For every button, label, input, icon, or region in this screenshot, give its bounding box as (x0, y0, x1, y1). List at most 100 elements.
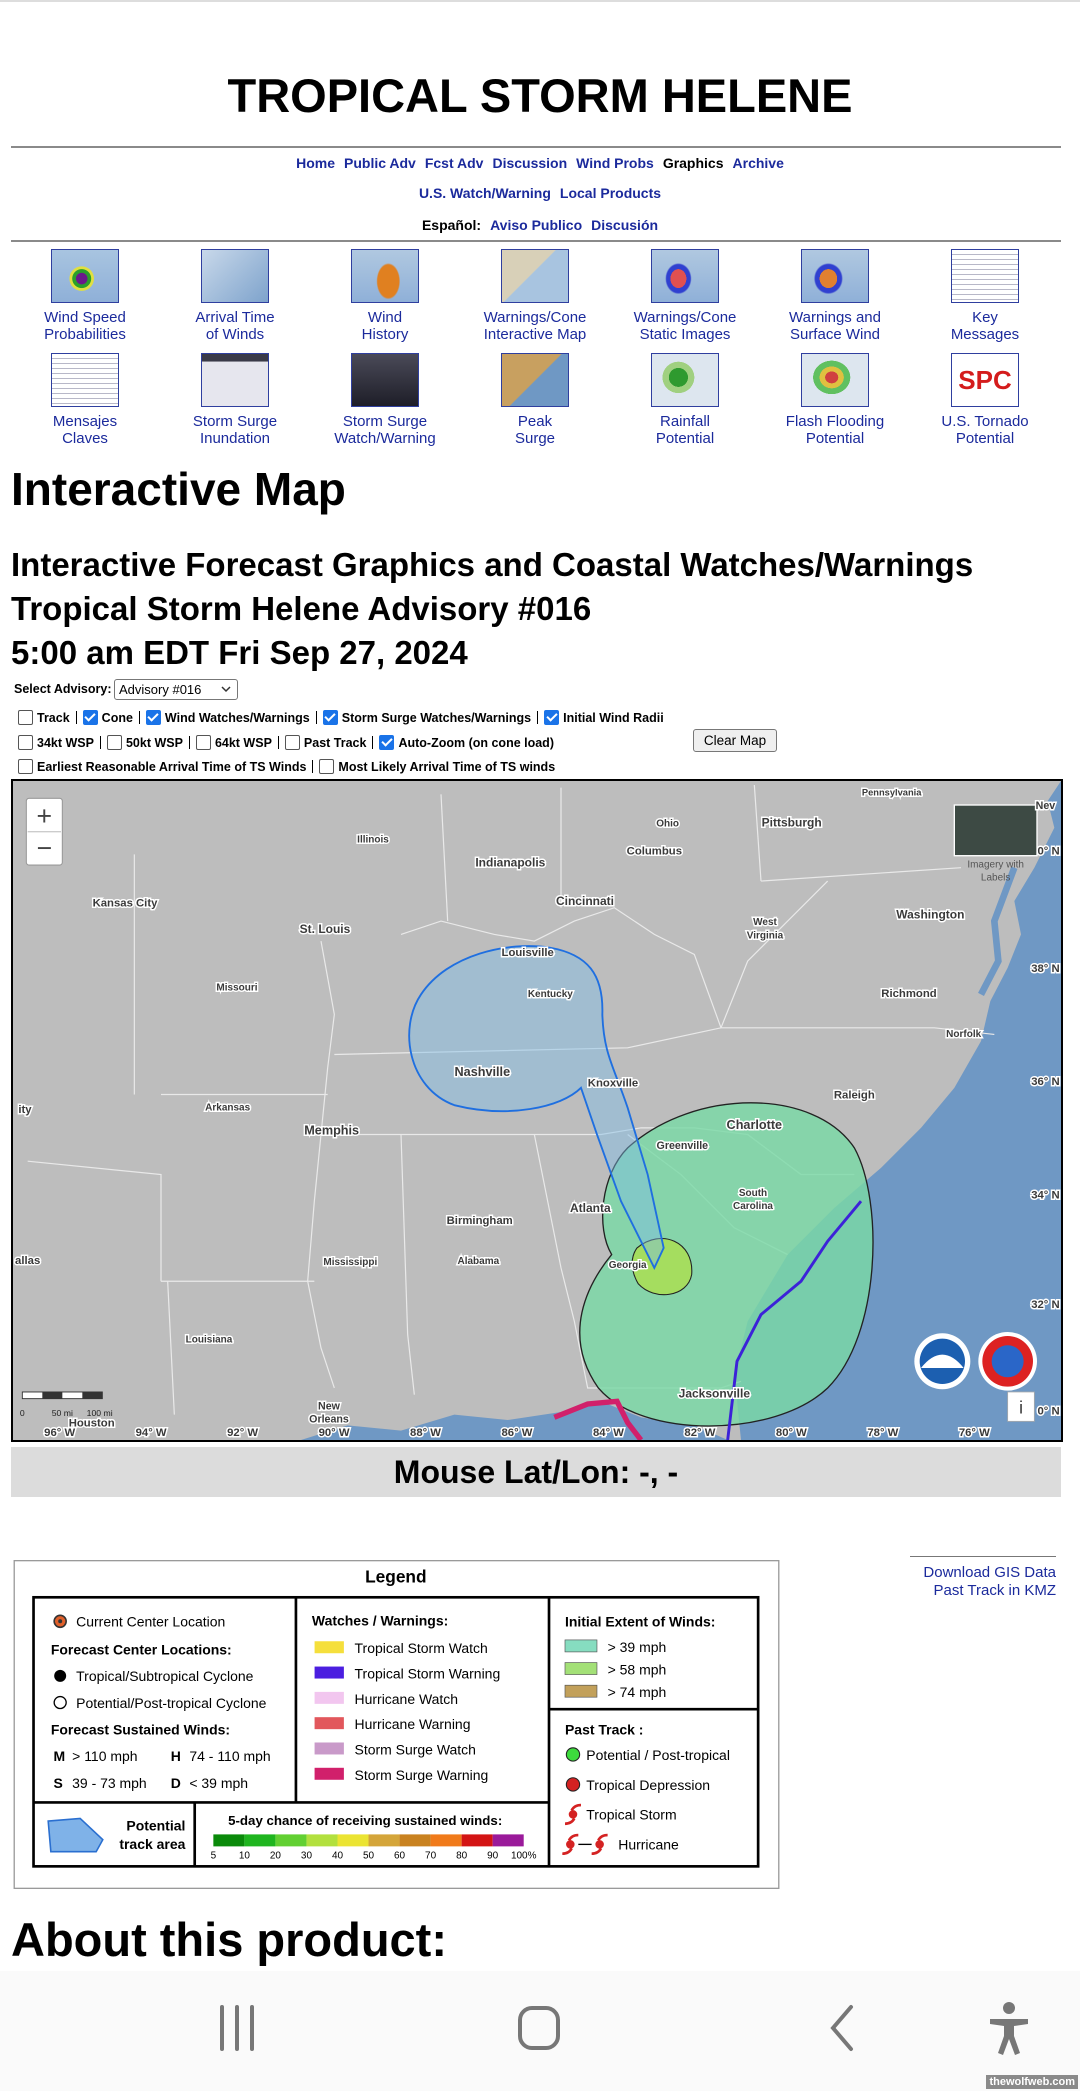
checkbox[interactable] (379, 735, 395, 750)
graphic-link[interactable]: Warnings and Surface Wind (760, 249, 910, 343)
advisory-select[interactable]: Advisory #016 (114, 679, 238, 700)
checkbox[interactable] (18, 735, 33, 750)
nav-link[interactable]: Discussion (492, 155, 568, 171)
checkbox-label: 34kt WSP (37, 735, 94, 750)
checkbox-item[interactable]: Wind Watches/Warnings (145, 710, 310, 725)
checkbox-item[interactable]: Earliest Reasonable Arrival Time of TS W… (18, 759, 306, 774)
checkbox[interactable] (195, 735, 211, 750)
map-label: Mississippi (323, 1257, 377, 1268)
clear-map-button[interactable]: Clear Map (693, 729, 777, 752)
graphic-link[interactable]: Storm Surge Inundation (160, 353, 310, 447)
checkbox-label: Storm Surge Watches/Warnings (341, 710, 532, 725)
graphic-thumbnail (651, 249, 719, 303)
checkbox[interactable] (106, 735, 122, 750)
checkbox-item[interactable]: Track (18, 710, 70, 725)
download-link[interactable]: Download GIS Data (923, 1564, 1056, 1581)
legend-text: Forecast Sustained Winds: (51, 1721, 230, 1737)
graphic-label-line: Probabilities (44, 326, 126, 343)
lon-label: 88° W (410, 1427, 441, 1439)
map-label: St. Louis (300, 922, 351, 936)
nav-link[interactable]: Aviso Publico (490, 217, 583, 233)
colorbar-tick: 40 (332, 1850, 344, 1861)
nav-link[interactable]: Archive (732, 155, 784, 171)
checkbox[interactable] (18, 710, 33, 725)
checkbox-item[interactable]: Storm Surge Watches/Warnings (322, 710, 532, 725)
graphic-label-line: Warnings and (789, 309, 881, 326)
legend-text: 74 - 110 mph (189, 1748, 270, 1764)
zoom-out[interactable]: − (37, 833, 53, 863)
map-label: allas (15, 1255, 40, 1267)
lat-label: 38° N (1031, 963, 1059, 975)
graphic-link[interactable]: Warnings/Cone Static Images (610, 249, 760, 343)
track-area-icon (47, 1817, 104, 1853)
back-button[interactable] (830, 2005, 853, 2051)
graphic-link[interactable]: Arrival Time of Winds (160, 249, 310, 343)
info-button[interactable] (1007, 1391, 1035, 1422)
checkbox-item[interactable]: Auto-Zoom (on cone load) (379, 735, 554, 750)
checkbox[interactable] (544, 710, 560, 725)
graphic-link[interactable]: SPC U.S. Tornado Potential (910, 353, 1060, 447)
checkbox[interactable] (284, 735, 300, 750)
checkbox-item[interactable]: 34kt WSP (18, 735, 94, 750)
lat-label: 32° N (1031, 1299, 1059, 1311)
legend-text: > 74 mph (608, 1684, 667, 1700)
map-label: Norfolk (946, 1029, 981, 1040)
map-label: West (753, 917, 777, 928)
storm-surge-warning (553, 1398, 644, 1440)
colorbar-segment (399, 1834, 431, 1847)
separator (537, 711, 539, 724)
graphic-link[interactable]: Mensajes Claves (10, 353, 160, 447)
checkbox[interactable] (18, 759, 33, 774)
checkbox[interactable] (319, 759, 335, 774)
checkbox-item[interactable]: Past Track (284, 735, 366, 750)
graphic-link[interactable]: Key Messages (910, 249, 1060, 343)
graphic-link[interactable]: Flash Flooding Potential (760, 353, 910, 447)
recents-button[interactable] (220, 2005, 254, 2051)
checkbox-row: Earliest Reasonable Arrival Time of TS W… (18, 759, 555, 774)
map-label: Illinois (357, 834, 389, 845)
checkbox[interactable] (322, 710, 338, 725)
nav-link[interactable]: U.S. Watch/Warning (418, 185, 551, 201)
checkbox-row: 34kt WSP 50kt WSP 64kt WSP Past Track Auto-Z… (18, 735, 554, 750)
info-label: i (1019, 1397, 1023, 1417)
nav-link[interactable]: Discusión (591, 217, 659, 233)
imagery-thumbnail[interactable] (953, 804, 1038, 857)
graphic-link[interactable]: Warnings/Cone Interactive Map (460, 249, 610, 343)
checkbox-item[interactable]: Most Likely Arrival Time of TS winds (319, 759, 555, 774)
checkbox-item[interactable]: Cone (82, 710, 133, 725)
graphic-label-line: Surge (514, 430, 556, 447)
nav-link[interactable]: Public Adv (344, 155, 416, 171)
nav-link[interactable]: Fcst Adv (424, 155, 484, 171)
map-label: Jacksonville (679, 1386, 751, 1400)
map-label: Atlanta (570, 1201, 611, 1215)
graphic-label: Key Messages (910, 309, 1060, 343)
checkbox[interactable] (145, 710, 161, 725)
colorbar-segment (492, 1834, 524, 1847)
home-button[interactable] (518, 2006, 560, 2050)
graphic-link[interactable]: Wind Speed Probabilities (10, 249, 160, 343)
map-label: Birmingham (447, 1215, 513, 1227)
graphic-thumbnail (651, 353, 719, 407)
legend-text: Hurricane (618, 1837, 679, 1853)
graphic-link[interactable]: Storm Surge Watch/Warning (310, 353, 460, 447)
checkbox-item[interactable]: 50kt WSP (106, 735, 183, 750)
storm-symbol (595, 1840, 604, 1849)
zoom-in[interactable]: + (37, 801, 53, 831)
checkbox-item[interactable]: Initial Wind Radii (544, 710, 664, 725)
graphic-link[interactable]: Rainfall Potential (610, 353, 760, 447)
graphic-label-line: Potential (655, 430, 715, 447)
graphic-link[interactable]: Peak Surge (460, 353, 610, 447)
graphic-thumbnail (501, 249, 569, 303)
nav-link[interactable]: Local Products (559, 185, 662, 201)
accessibility-button[interactable] (990, 2002, 1028, 2055)
map[interactable]: Pennsylvania Nev Illinois Ohio Pittsburgh Col… (11, 779, 1063, 1442)
legend: Legend Current Center Location Forecast Ce… (13, 1560, 780, 1889)
graphic-link[interactable]: Wind History (310, 249, 460, 343)
graphic-label-line: Potential (955, 430, 1015, 447)
map-label: Missouri (216, 982, 257, 993)
nav-link[interactable]: Wind Probs (576, 155, 654, 171)
download-link[interactable]: Past Track in KMZ (933, 1582, 1056, 1599)
checkbox-item[interactable]: 64kt WSP (195, 735, 272, 750)
nav-link[interactable]: Home (296, 155, 336, 171)
checkbox[interactable] (82, 710, 98, 725)
